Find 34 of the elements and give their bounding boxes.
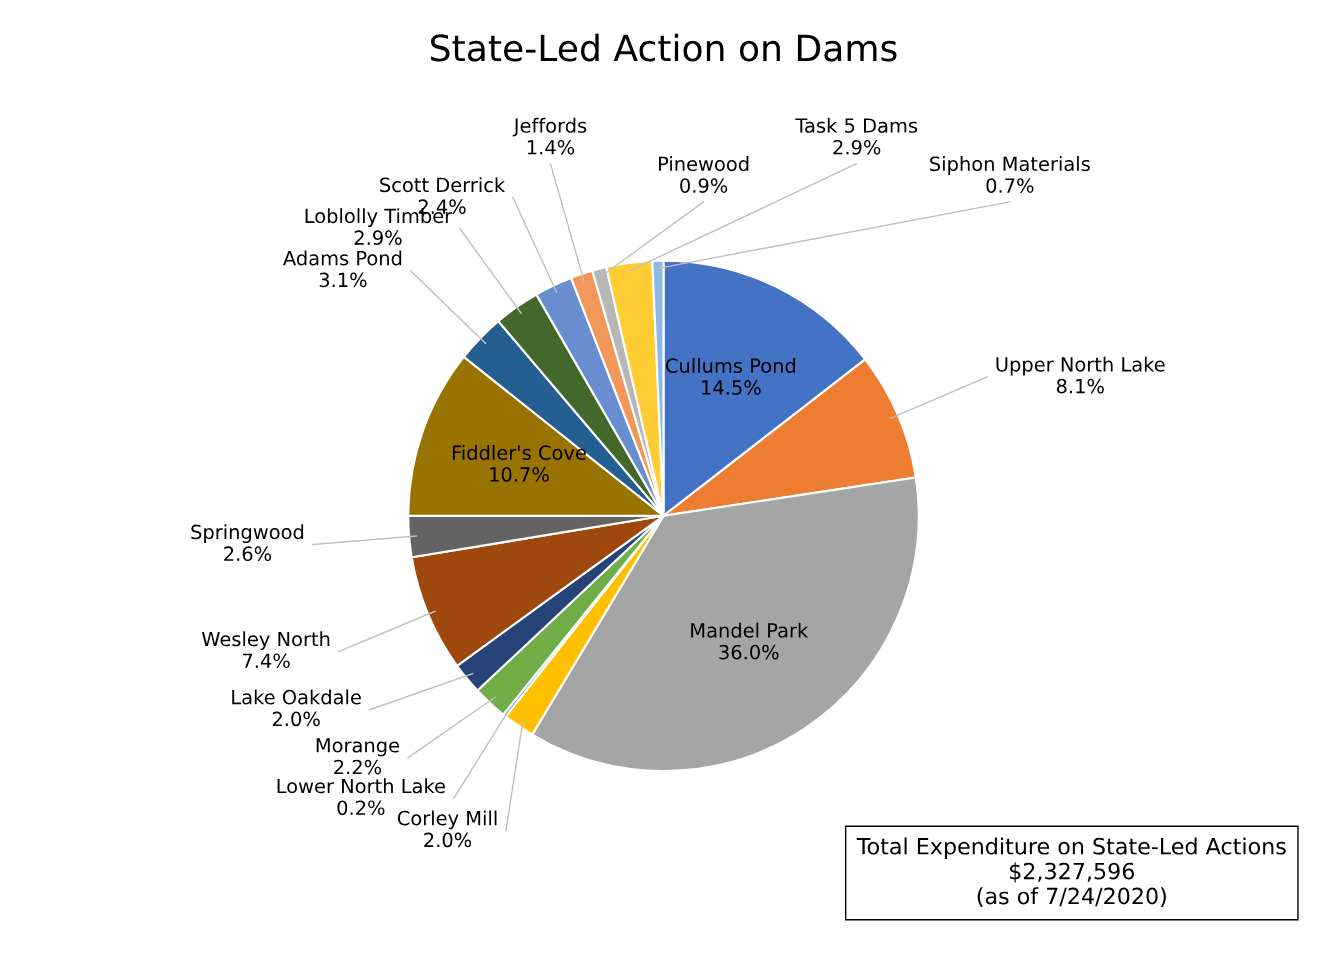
slice-label: Lower North Lake: [277, 778, 445, 794]
slice-label: Mandel Park: [691, 622, 809, 638]
data-label: 2.0%: [424, 832, 472, 848]
data-label: 0.7%: [986, 178, 1034, 193]
data-label: 0.2%: [337, 800, 385, 816]
data-label: 36.0%: [719, 644, 779, 660]
slice-label: Springwood: [191, 524, 304, 544]
slice-label: Task 5 Dams: [795, 117, 918, 133]
data-label: 3.1%: [319, 272, 367, 288]
text: Total Expenditure on State-Led Actions $2,327,596 (as of 7/24/2020): [856, 837, 1286, 908]
data-label: 2.9%: [833, 139, 881, 155]
slice-label: Cullums Pond: [666, 357, 796, 374]
slice-label: Lake Oakdale: [232, 689, 361, 705]
slice-label: Siphon Materials: [930, 156, 1090, 175]
data-label: 8.1%: [1056, 378, 1104, 394]
slice-label: Jeffords: [512, 117, 587, 137]
slice-label: Pinewood: [658, 156, 749, 172]
data-label: 10.7%: [490, 467, 549, 482]
data-label: 2.6%: [224, 546, 272, 562]
slice-label: Corley Mill: [397, 810, 497, 830]
chart-title: State-Led Action on Dams: [431, 33, 897, 62]
slice-label: Scott Derrick: [380, 177, 506, 193]
slice-label: Wesley North: [201, 631, 330, 651]
data-label: 2.2%: [334, 759, 382, 775]
data-label: 2.9%: [354, 230, 402, 246]
slice-label: Adams Pond: [283, 250, 402, 266]
data-label: 2.0%: [272, 711, 320, 727]
slice-label: Fiddler's Cove: [452, 444, 586, 461]
slice-label: Morange: [316, 738, 400, 757]
data-label: 0.9%: [680, 178, 728, 193]
data-label: 14.5%: [702, 380, 761, 395]
slice-label: Upper North Lake: [996, 356, 1165, 376]
data-label: 1.4%: [527, 139, 575, 155]
data-label: 7.4%: [243, 653, 290, 669]
